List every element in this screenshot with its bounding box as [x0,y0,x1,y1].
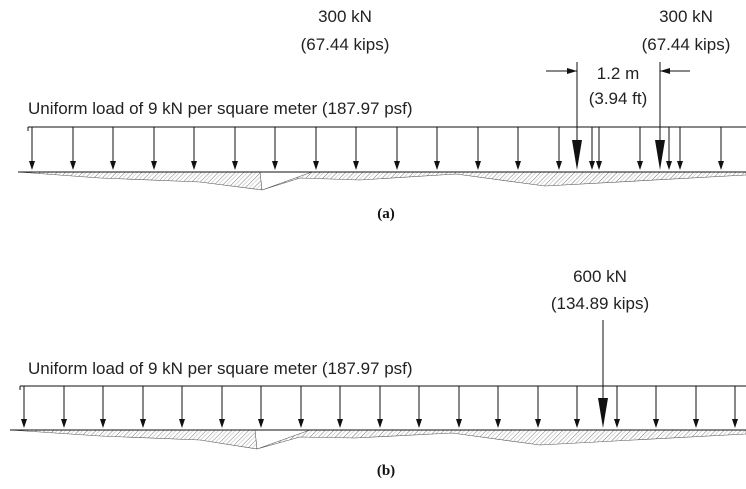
uniform-arrow-a-20 [666,127,672,170]
uniform-arrow-a-8 [313,127,319,170]
uniform-arrow-b-4 [140,386,146,428]
ground-b [9,429,746,450]
point-load-arrow-2 [655,62,665,170]
uniform-arrow-b-1 [21,386,27,428]
uniform-arrow-b-19 [732,386,738,428]
point-load-arrow-1 [572,62,582,170]
spacing-m-label: 1.2 m [597,64,640,83]
uniform-arrow-b-9 [337,386,343,428]
caption-b: (b) [377,463,395,479]
uniform-arrow-a-5 [191,127,197,170]
uniform-load-arrows-b [21,386,738,428]
uniform-arrow-a-13 [515,127,521,170]
uniform-arrow-a-7 [272,127,278,170]
uniform-arrow-b-10 [377,386,383,428]
uniform-arrow-b-8 [298,386,304,428]
uniform-arrow-a-6 [232,127,238,170]
uniform-arrow-b-14 [535,386,541,428]
panel-a: 300 kN (67.44 kips) 300 kN (67.44 kips) … [17,7,746,222]
ground-a [17,171,746,191]
uniform-arrow-a-11 [434,127,440,170]
uniform-arrow-a-18 [718,127,724,170]
uniform-arrow-b-18 [693,386,699,428]
uniform-arrow-b-17 [653,386,659,428]
uniform-arrow-a-1 [29,127,35,170]
uniform-arrow-b-7 [258,386,264,428]
uniform-arrow-b-12 [456,386,462,428]
uniform-arrow-b-13 [495,386,501,428]
point-load-b-kips-label: (134.89 kips) [551,294,649,313]
panel-b: 600 kN (134.89 kips) Uniform load of 9 k… [9,267,746,479]
uniform-arrow-a-17 [677,127,683,170]
uniform-arrow-b-6 [219,386,225,428]
point-load-1-kips-label: (67.44 kips) [301,35,390,54]
uniform-arrow-a-12 [475,127,481,170]
uniform-load-arrows-a [29,127,724,170]
uniform-arrow-a-19 [589,127,595,170]
uniform-arrow-b-3 [100,386,106,428]
uniform-arrow-a-4 [151,127,157,170]
uniform-arrow-a-9 [353,127,359,170]
uniform-load-label-b: Uniform load of 9 kN per square meter (1… [28,359,413,378]
uniform-arrow-a-14 [556,127,562,170]
uniform-load-label-a: Uniform load of 9 kN per square meter (1… [28,99,413,118]
uniform-arrow-b-16 [614,386,620,428]
caption-a: (a) [377,206,395,222]
point-load-arrow-b [598,320,608,428]
spacing-ft-label: (3.94 ft) [589,89,648,108]
spacing-dimension: 1.2 m (3.94 ft) [546,62,690,108]
uniform-arrow-a-16 [637,127,643,170]
uniform-arrow-a-2 [70,127,76,170]
uniform-arrow-b-15 [574,386,580,428]
point-load-2-kips-label: (67.44 kips) [642,35,731,54]
point-load-b-kn-label: 600 kN [573,267,627,286]
uniform-arrow-a-15 [596,127,602,170]
uniform-arrow-b-11 [416,386,422,428]
uniform-arrow-b-2 [61,386,67,428]
uniform-arrow-a-3 [110,127,116,170]
point-load-2-kn-label: 300 kN [659,7,713,26]
uniform-arrow-b-5 [179,386,185,428]
point-load-1-kn-label: 300 kN [318,7,372,26]
uniform-arrow-a-10 [394,127,400,170]
